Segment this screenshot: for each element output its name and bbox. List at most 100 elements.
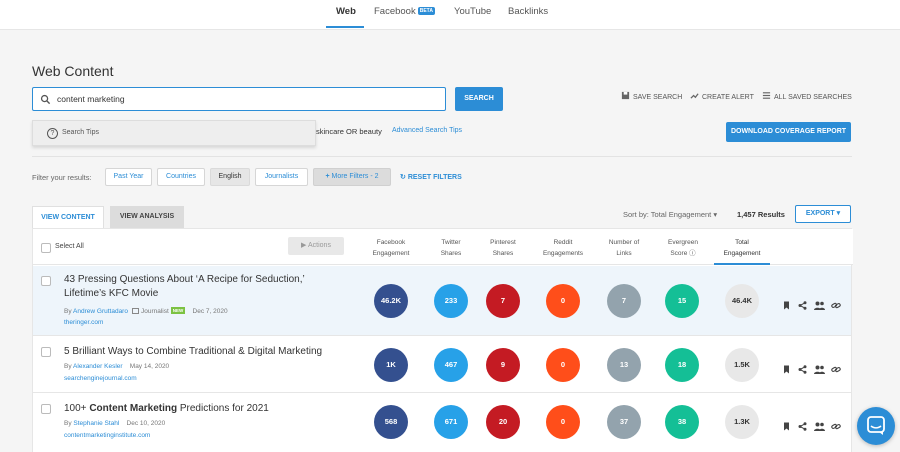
reset-filters-label: RESET FILTERS <box>407 174 462 181</box>
search-tips-dropdown[interactable]: ? Search Tips <box>32 120 316 146</box>
facebook-engagement-value: 1K <box>374 348 408 382</box>
evergreen-score-value: 38 <box>665 405 699 439</box>
active-tab-underline <box>326 26 364 28</box>
share-icon[interactable] <box>798 365 807 374</box>
article-meta: By Andrew Gruttadaro Journalist NEW Dec 7,… <box>64 307 228 315</box>
trend-icon <box>690 93 699 99</box>
sort-dropdown[interactable]: Sort by: Total Engagement ▾ <box>623 210 717 219</box>
article-title[interactable]: 100+ Content Marketing Predictions for 2… <box>64 402 269 416</box>
col-label: Score <box>670 250 688 257</box>
bookmark-icon[interactable] <box>782 365 791 374</box>
article-title[interactable]: 43 Pressing Questions About ‘A Recipe fo… <box>64 274 305 299</box>
row-checkbox[interactable] <box>41 347 51 357</box>
results-count: 1,457 Results <box>737 210 785 219</box>
save-search-label: SAVE SEARCH <box>633 94 683 101</box>
article-date: May 14, 2020 <box>129 363 170 370</box>
row-actions <box>782 297 841 315</box>
filter-past-year[interactable]: Past Year <box>105 168 152 186</box>
link-icon[interactable] <box>831 422 841 431</box>
col-total-engagement[interactable]: Total Engagement <box>712 237 772 259</box>
article-date: Dec 7, 2020 <box>192 308 228 315</box>
tab-backlinks[interactable]: Backlinks <box>508 6 549 17</box>
by-label: By <box>64 363 72 370</box>
tab-view-content[interactable]: VIEW CONTENT <box>32 206 104 228</box>
tab-web[interactable]: Web <box>336 6 356 17</box>
article-date: Dec 10, 2020 <box>126 420 166 427</box>
table-row[interactable]: 100+ Content Marketing Predictions for 2… <box>33 394 851 452</box>
list-icon <box>762 92 771 99</box>
col-label: Engagements <box>542 250 584 257</box>
new-badge: NEW <box>170 307 186 314</box>
total-engagement-value: 46.4K <box>725 284 759 318</box>
chevron-down-icon: ▾ <box>836 210 841 217</box>
share-icon[interactable] <box>798 301 807 310</box>
col-twitter-shares[interactable]: Twitter Shares <box>421 237 481 259</box>
author-link[interactable]: Alexander Kesler <box>73 363 123 370</box>
export-button[interactable]: EXPORT ▾ <box>795 205 851 223</box>
table-row[interactable]: 5 Brilliant Ways to Combine Traditional … <box>33 337 851 393</box>
bookmark-icon[interactable] <box>782 422 791 431</box>
col-label: Engagement <box>723 250 761 257</box>
tab-youtube[interactable]: YouTube <box>454 6 492 17</box>
link-icon[interactable] <box>831 301 841 310</box>
col-label: Reddit <box>553 239 573 246</box>
col-label: Pinterest <box>490 239 516 246</box>
all-saved-searches-button[interactable]: ALL SAVED SEARCHES <box>762 91 852 101</box>
journalist-icon <box>131 308 139 314</box>
title-part: Predictions for 2021 <box>177 403 269 414</box>
facebook-engagement-value: 568 <box>374 405 408 439</box>
reset-filters-button[interactable]: ↻ RESET FILTERS <box>400 173 462 181</box>
col-label: Evergreen <box>668 239 698 246</box>
save-search-button[interactable]: SAVE SEARCH <box>621 91 682 101</box>
author-link[interactable]: Stephanie Stahl <box>73 420 120 427</box>
search-input[interactable] <box>57 91 437 107</box>
article-domain[interactable]: contentmarketinginstitute.com <box>64 432 151 439</box>
article-domain[interactable]: searchenginejournal.com <box>64 375 137 382</box>
create-alert-button[interactable]: CREATE ALERT <box>690 91 754 101</box>
table-row[interactable]: 43 Pressing Questions About ‘A Recipe fo… <box>33 266 851 336</box>
row-checkbox[interactable] <box>41 276 51 286</box>
filter-countries[interactable]: Countries <box>157 168 205 186</box>
title-part: 100+ <box>64 403 90 414</box>
reddit-engagements-value: 0 <box>546 348 580 382</box>
advanced-search-tips-link[interactable]: Advanced Search Tips <box>392 127 463 134</box>
select-all-checkbox[interactable] <box>41 243 51 253</box>
total-engagement-value: 1.3K <box>725 405 759 439</box>
tab-facebook[interactable]: Facebook BETA <box>374 6 435 17</box>
users-icon[interactable] <box>814 422 825 431</box>
bookmark-icon[interactable] <box>782 301 791 310</box>
actions-button[interactable]: ▶ Actions <box>288 237 344 255</box>
article-meta: By Stephanie Stahl Dec 10, 2020 <box>64 420 165 427</box>
twitter-shares-value: 671 <box>434 405 468 439</box>
download-coverage-report-button[interactable]: DOWNLOAD COVERAGE REPORT <box>726 122 851 142</box>
col-evergreen-score[interactable]: Evergreen Score ⓘ <box>653 237 713 259</box>
col-facebook-engagement[interactable]: Facebook Engagement <box>361 237 421 259</box>
chat-widget-button[interactable] <box>857 407 895 445</box>
author-link[interactable]: Andrew Gruttadaro <box>73 308 128 315</box>
article-title[interactable]: 5 Brilliant Ways to Combine Traditional … <box>64 346 323 357</box>
filter-english[interactable]: English <box>210 168 250 186</box>
share-icon[interactable] <box>798 422 807 431</box>
chevron-down-icon: ▾ <box>713 210 718 219</box>
table-header: Select All ▶ Actions Facebook Engagement … <box>33 229 853 265</box>
search-field[interactable] <box>32 87 446 111</box>
create-alert-label: CREATE ALERT <box>702 94 754 101</box>
filter-journalists[interactable]: Journalists <box>255 168 308 186</box>
title-highlight: Content Marketing <box>89 403 178 414</box>
col-number-of-links[interactable]: Number of Links <box>594 237 654 259</box>
article-domain[interactable]: theringer.com <box>64 319 104 326</box>
col-reddit-engagements[interactable]: Reddit Engagements <box>533 237 593 259</box>
col-label: Facebook <box>376 239 406 246</box>
more-filters-button[interactable]: + More Filters - 2 <box>313 168 391 186</box>
sort-column-underline <box>714 263 770 265</box>
total-engagement-value: 1.5K <box>725 348 759 382</box>
tab-view-analysis[interactable]: VIEW ANALYSIS <box>110 206 184 228</box>
row-checkbox[interactable] <box>41 404 51 414</box>
chat-icon <box>867 416 885 435</box>
users-icon[interactable] <box>814 365 825 374</box>
col-pinterest-shares[interactable]: Pinterest Shares <box>473 237 533 259</box>
by-label: By <box>64 308 72 315</box>
search-button[interactable]: SEARCH <box>455 87 503 111</box>
users-icon[interactable] <box>814 301 825 310</box>
link-icon[interactable] <box>831 365 841 374</box>
